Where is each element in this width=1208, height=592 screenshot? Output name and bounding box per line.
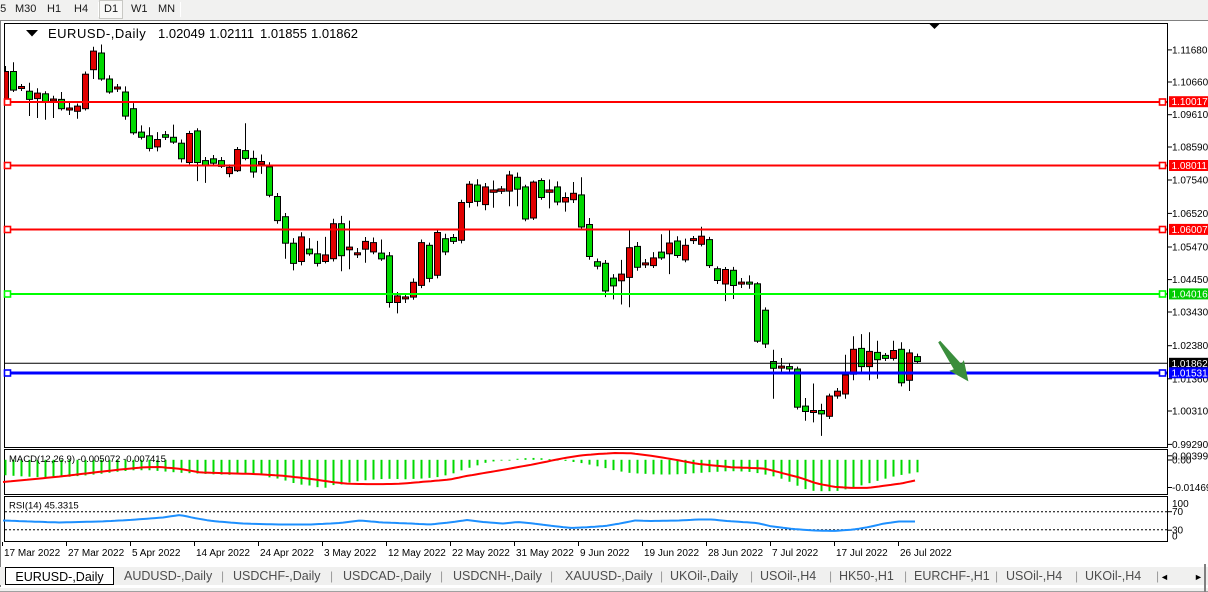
svg-text:1.01862: 1.01862 (1172, 359, 1208, 370)
svg-text:12 May 2022: 12 May 2022 (388, 548, 446, 559)
svg-text:9 Jun 2022: 9 Jun 2022 (580, 548, 630, 559)
svg-text:RSI(14) 45.3315: RSI(14) 45.3315 (9, 501, 79, 512)
svg-text:1.01360: 1.01360 (1172, 374, 1208, 385)
svg-text:1.08590: 1.08590 (1172, 143, 1208, 154)
svg-text:30: 30 (1172, 526, 1184, 537)
svg-text:100: 100 (1172, 499, 1189, 510)
svg-text:0: 0 (1172, 532, 1178, 543)
svg-text:MACD(12,26,9) -0.005072 -0.007: MACD(12,26,9) -0.005072 -0.007415 (9, 454, 166, 465)
svg-text:19 Jun 2022: 19 Jun 2022 (644, 548, 699, 559)
svg-text:EURUSD-,Daily: EURUSD-,Daily (48, 26, 146, 41)
svg-text:0.00: 0.00 (1172, 455, 1192, 466)
svg-text:5 Apr 2022: 5 Apr 2022 (132, 548, 181, 559)
svg-text:7 Jul 2022: 7 Jul 2022 (772, 548, 819, 559)
svg-text:27 Mar 2022: 27 Mar 2022 (68, 548, 125, 559)
svg-text:1.01531: 1.01531 (1172, 368, 1208, 379)
svg-text:1.04450: 1.04450 (1172, 275, 1208, 286)
svg-text:1.02380: 1.02380 (1172, 341, 1208, 352)
svg-text:0.99290: 0.99290 (1172, 440, 1208, 451)
svg-text:17 Mar 2022: 17 Mar 2022 (4, 548, 61, 559)
svg-text:1.08011: 1.08011 (1172, 161, 1208, 172)
svg-text:28 Jun 2022: 28 Jun 2022 (708, 548, 763, 559)
svg-text:1.05470: 1.05470 (1172, 243, 1208, 254)
svg-text:1.06520: 1.06520 (1172, 209, 1208, 220)
svg-text:0.00399: 0.00399 (1172, 451, 1208, 462)
svg-text:1.00310: 1.00310 (1172, 407, 1208, 418)
svg-text:-0.01469: -0.01469 (1172, 483, 1208, 494)
svg-text:1.02111: 1.02111 (209, 26, 254, 41)
svg-text:22 May 2022: 22 May 2022 (452, 548, 510, 559)
svg-text:14 Apr 2022: 14 Apr 2022 (196, 548, 250, 559)
svg-text:3 May 2022: 3 May 2022 (324, 548, 377, 559)
svg-text:1.02049: 1.02049 (158, 26, 205, 41)
svg-text:1.10017: 1.10017 (1172, 97, 1208, 108)
svg-text:1.01855: 1.01855 (260, 26, 307, 41)
svg-text:1.10660: 1.10660 (1172, 78, 1208, 89)
svg-text:1.09610: 1.09610 (1172, 110, 1208, 121)
svg-text:1.04016: 1.04016 (1172, 289, 1208, 300)
svg-text:24 Apr 2022: 24 Apr 2022 (260, 548, 314, 559)
svg-text:1.06007: 1.06007 (1172, 225, 1208, 236)
svg-text:70: 70 (1172, 507, 1184, 518)
svg-text:1.01862: 1.01862 (311, 26, 358, 41)
svg-text:26 Jul 2022: 26 Jul 2022 (900, 548, 952, 559)
svg-text:1.11680: 1.11680 (1172, 45, 1208, 56)
svg-text:31 May 2022: 31 May 2022 (516, 548, 574, 559)
svg-text:1.03430: 1.03430 (1172, 308, 1208, 319)
svg-text:1.07540: 1.07540 (1172, 176, 1208, 187)
svg-text:17 Jul 2022: 17 Jul 2022 (836, 548, 888, 559)
